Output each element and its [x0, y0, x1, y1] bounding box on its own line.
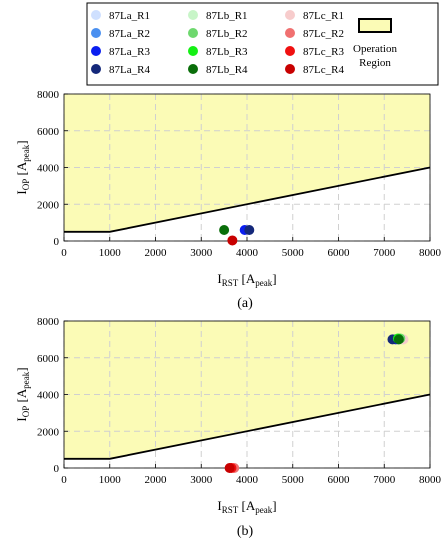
data-point	[227, 235, 238, 246]
data-point	[224, 463, 235, 473]
y-tick-label: 2000	[37, 426, 60, 438]
legend-entry-label: 87Lb_R3	[206, 46, 248, 58]
legend-entry-label: 87La_R1	[109, 10, 150, 22]
data-point	[393, 334, 404, 345]
x-tick-label: 8000	[419, 247, 442, 259]
y-tick-label: 8000	[37, 89, 60, 101]
x-tick-label: 1000	[99, 474, 122, 486]
data-point	[219, 224, 230, 235]
x-tick-label: 3000	[190, 247, 213, 259]
x-tick-label: 6000	[328, 247, 351, 259]
legend-entry-label: 87Lb_R2	[206, 28, 248, 40]
x-tick-label: 4000	[236, 474, 259, 486]
legend-marker	[188, 10, 198, 20]
legend-marker	[188, 28, 198, 38]
y-tick-label: 6000	[37, 126, 60, 138]
legend-entry-label: 87Lc_R2	[303, 28, 344, 40]
legend-marker	[91, 28, 101, 38]
legend-region-swatch	[358, 18, 392, 33]
legend: 87La_R1 87Lb_R1 87Lc_R1 87La_R2 87Lb_R2 87Lc_…	[86, 2, 439, 86]
legend-entry-label: 87Lb_R1	[206, 10, 248, 22]
y-axis-label: IOP [Apeak]	[14, 367, 31, 421]
legend-entry-label: 87Lc_R3	[303, 46, 344, 58]
y-tick-label: 4000	[37, 163, 60, 175]
y-tick-label: 8000	[37, 316, 60, 328]
data-point	[244, 224, 255, 235]
legend-entry-label: 87Lb_R4	[206, 64, 248, 76]
legend-marker	[285, 64, 295, 74]
y-tick-label: 6000	[37, 353, 60, 365]
plot-caption: (b)	[237, 524, 254, 539]
x-axis-label: IRST [Apeak]	[217, 271, 276, 288]
legend-marker	[188, 46, 198, 56]
x-tick-label: 8000	[419, 474, 442, 486]
x-tick-label: 3000	[190, 474, 213, 486]
legend-marker	[91, 64, 101, 74]
plot-caption: (a)	[237, 296, 253, 311]
y-tick-label: 4000	[37, 390, 60, 402]
boundary-line	[64, 166, 431, 233]
y-axis-label: IOP [Apeak]	[14, 140, 31, 194]
x-tick-label: 7000	[373, 474, 396, 486]
x-axis-label: IRST [Apeak]	[217, 498, 276, 515]
x-tick-label: 4000	[236, 247, 259, 259]
x-tick-label: 2000	[145, 474, 168, 486]
legend-entry-label: 87La_R3	[109, 46, 150, 58]
x-tick-label: 2000	[145, 247, 168, 259]
legend-marker	[91, 10, 101, 20]
legend-box	[86, 2, 439, 86]
y-tick-label: 2000	[37, 199, 60, 211]
y-tick-label: 0	[54, 463, 60, 475]
plot-b: 0 1000 2000 3000 4000 5000 6000 7000 8000 0 2000 40…	[14, 316, 442, 539]
x-tick-label: 1000	[99, 247, 122, 259]
legend-region-label: Operation	[353, 43, 397, 55]
legend-marker	[91, 46, 101, 56]
legend-entry-label: 87Lc_R1	[303, 10, 344, 22]
legend-marker	[285, 10, 295, 20]
x-tick-label: 0	[61, 247, 67, 259]
plot-a: 0 1000 2000 3000 4000 5000 6000 7000 8000 0 2000 40…	[14, 89, 442, 311]
boundary-line	[64, 393, 431, 460]
x-tick-label: 7000	[373, 247, 396, 259]
legend-region-label: Region	[359, 57, 391, 69]
x-tick-label: 5000	[282, 474, 305, 486]
legend-marker	[188, 64, 198, 74]
x-tick-label: 5000	[282, 247, 305, 259]
x-tick-label: 0	[61, 474, 67, 486]
legend-entry-label: 87La_R4	[109, 64, 150, 76]
y-tick-label: 0	[54, 236, 60, 248]
legend-entry-label: 87La_R2	[109, 28, 150, 40]
legend-marker	[285, 28, 295, 38]
legend-entry-label: 87Lc_R4	[303, 64, 344, 76]
x-tick-label: 6000	[328, 474, 351, 486]
legend-marker	[285, 46, 295, 56]
